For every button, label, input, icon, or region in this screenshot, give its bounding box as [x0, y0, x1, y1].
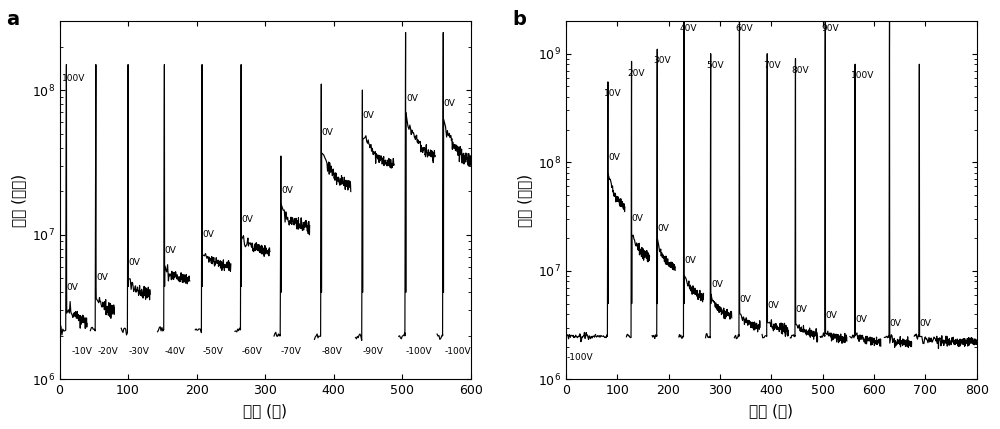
Text: 100V: 100V — [62, 74, 85, 83]
Text: 90V: 90V — [821, 24, 839, 33]
Text: a: a — [6, 10, 19, 29]
Text: 0V: 0V — [165, 246, 177, 255]
Text: 70V: 70V — [763, 61, 781, 70]
Text: -90V: -90V — [362, 347, 383, 356]
Text: 0V: 0V — [658, 224, 669, 233]
Text: 20V: 20V — [627, 69, 645, 78]
Text: 0V: 0V — [67, 283, 79, 292]
Text: 0V: 0V — [281, 186, 293, 195]
Text: 100V: 100V — [851, 72, 874, 81]
Text: 10V: 10V — [604, 89, 621, 98]
Text: 0V: 0V — [406, 94, 418, 103]
Y-axis label: 电阵 (欧姆): 电阵 (欧姆) — [11, 174, 26, 227]
Text: 0V: 0V — [767, 301, 779, 310]
Text: -30V: -30V — [128, 347, 149, 356]
Text: 0V: 0V — [608, 153, 620, 162]
Y-axis label: 电阵 (欧姆): 电阵 (欧姆) — [517, 174, 532, 227]
Text: 0V: 0V — [855, 315, 867, 324]
Text: -20V: -20V — [97, 347, 118, 356]
Text: 0V: 0V — [96, 272, 108, 281]
Text: 0V: 0V — [202, 230, 214, 239]
Text: -40V: -40V — [164, 347, 185, 356]
Text: -70V: -70V — [281, 347, 302, 356]
Text: 80V: 80V — [791, 66, 809, 75]
Text: -100V: -100V — [567, 353, 594, 362]
Text: -50V: -50V — [202, 347, 223, 356]
Text: 0V: 0V — [241, 215, 253, 224]
Text: 0V: 0V — [920, 319, 931, 328]
Text: -60V: -60V — [241, 347, 262, 356]
Text: 0V: 0V — [632, 214, 644, 223]
Text: 60V: 60V — [735, 24, 753, 33]
Text: 30V: 30V — [653, 57, 671, 66]
Text: 0V: 0V — [711, 280, 723, 289]
X-axis label: 时间 (秒): 时间 (秒) — [749, 403, 793, 418]
Text: 0V: 0V — [826, 311, 837, 320]
Text: 0V: 0V — [890, 319, 902, 328]
Text: -10V: -10V — [72, 347, 93, 356]
Text: -80V: -80V — [321, 347, 342, 356]
Text: 0V: 0V — [740, 295, 752, 304]
Text: 0V: 0V — [363, 111, 375, 120]
Text: 0V: 0V — [796, 305, 808, 314]
Text: 40V: 40V — [680, 24, 697, 33]
Text: b: b — [512, 10, 526, 29]
Text: 0V: 0V — [444, 99, 455, 108]
Text: 0V: 0V — [322, 128, 334, 137]
X-axis label: 时间 (秒): 时间 (秒) — [243, 403, 287, 418]
Text: 50V: 50V — [707, 61, 724, 70]
Text: -100V: -100V — [406, 347, 432, 356]
Text: -100V: -100V — [445, 347, 471, 356]
Text: 0V: 0V — [128, 258, 140, 267]
Text: 0V: 0V — [684, 257, 696, 265]
